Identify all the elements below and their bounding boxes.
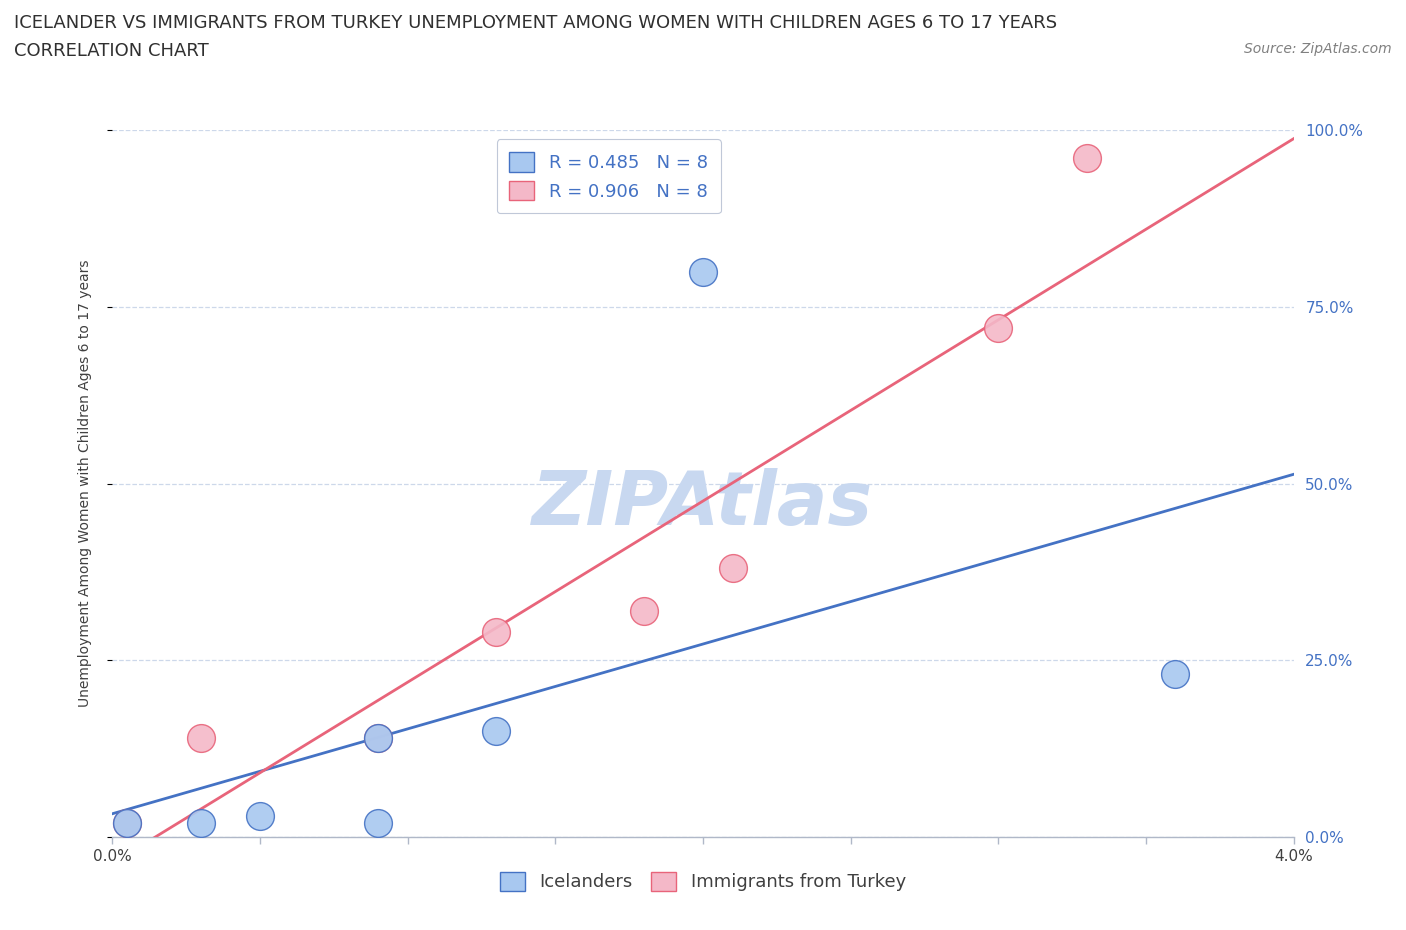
Point [367, 731, 389, 746]
Point [117, 816, 138, 830]
Point [692, 264, 714, 279]
Text: ZIPAtlas: ZIPAtlas [533, 469, 873, 541]
Point [987, 321, 1010, 336]
Text: Source: ZipAtlas.com: Source: ZipAtlas.com [1244, 42, 1392, 56]
Point [485, 625, 508, 640]
Text: ICELANDER VS IMMIGRANTS FROM TURKEY UNEMPLOYMENT AMONG WOMEN WITH CHILDREN AGES : ICELANDER VS IMMIGRANTS FROM TURKEY UNEM… [14, 14, 1057, 32]
Point [1164, 667, 1187, 682]
Legend: Icelanders, Immigrants from Turkey: Icelanders, Immigrants from Turkey [492, 864, 914, 898]
Point [190, 816, 212, 830]
Point [485, 724, 508, 738]
Point [117, 816, 138, 830]
Point [367, 816, 389, 830]
Point [1076, 151, 1098, 166]
Point [721, 561, 744, 576]
Point [249, 808, 271, 823]
Text: CORRELATION CHART: CORRELATION CHART [14, 42, 209, 60]
Y-axis label: Unemployment Among Women with Children Ages 6 to 17 years: Unemployment Among Women with Children A… [77, 259, 91, 708]
Point [633, 604, 655, 618]
Point [367, 731, 389, 746]
Point [190, 731, 212, 746]
